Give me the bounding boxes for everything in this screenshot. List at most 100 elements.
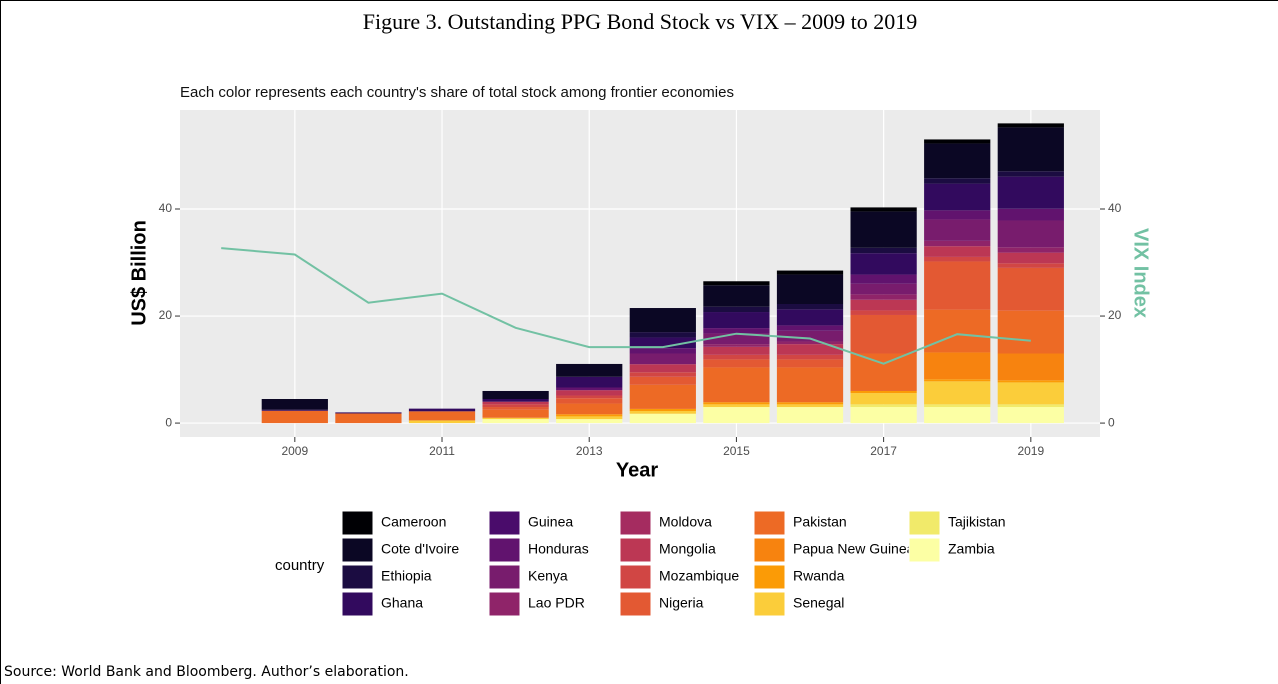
x-axis-label: Year (616, 459, 658, 481)
bar-segment (924, 183, 991, 211)
source-note: Source: World Bank and Bloomberg. Author… (4, 664, 409, 680)
y-tick-label: 0 (165, 415, 172, 429)
bar-segment (482, 390, 549, 400)
legend-label: Rwanda (793, 568, 845, 584)
x-tick-label: 2017 (870, 444, 897, 458)
legend-label: Kenya (528, 568, 568, 584)
legend-label: Lao PDR (528, 595, 585, 611)
bar-segment (703, 404, 770, 408)
bar-segment (703, 281, 770, 286)
y2-tick-label: 40 (1108, 201, 1122, 215)
bar-segment (850, 274, 917, 284)
legend-label: Tajikistan (948, 514, 1006, 530)
legend-label: Senegal (793, 595, 844, 611)
bar-segment (776, 341, 844, 345)
y2-axis-label: VIX Index (1130, 228, 1152, 318)
legend-label: Ghana (381, 595, 423, 611)
legend-key (753, 564, 786, 590)
bar-segment (482, 417, 549, 420)
legend-label: Mongolia (659, 541, 716, 557)
bar-segment (924, 404, 991, 408)
bar-segment (556, 376, 623, 388)
bar-segment (850, 390, 917, 394)
legend-key (488, 510, 521, 536)
bar-segment (556, 403, 623, 415)
legend-key (619, 510, 652, 536)
bar-segment (335, 413, 402, 424)
bar-segment (482, 399, 549, 402)
bar-segment (703, 285, 770, 307)
bar-segment (629, 411, 696, 414)
bar-segment (997, 407, 1064, 424)
bar-segment (776, 304, 844, 310)
legend-label: Nigeria (659, 595, 704, 611)
bar-segment (997, 263, 1064, 268)
bar-segment (482, 407, 549, 410)
bar-segment (776, 344, 844, 355)
bar-segment (629, 332, 696, 338)
bar-segment (703, 344, 770, 347)
bar-segment (556, 398, 623, 404)
bar-segment (850, 207, 917, 212)
legend-key (341, 564, 374, 590)
bar-segment (776, 309, 844, 326)
bar-segment (629, 348, 696, 354)
bar-segment (629, 384, 696, 409)
y-tick-label: 40 (159, 201, 173, 215)
bar-segment (556, 414, 623, 417)
legend-label: Honduras (528, 541, 589, 557)
x-tick-label: 2009 (281, 444, 308, 458)
bar-segment (776, 325, 844, 331)
chart-title: Figure 3. Outstanding PPG Bond Stock vs … (363, 9, 918, 34)
legend-key (908, 537, 941, 563)
bar-segment (703, 346, 770, 355)
bar-segment (850, 407, 917, 424)
bar-segment (556, 363, 623, 377)
bar-segment (924, 256, 991, 262)
legend-key (753, 537, 786, 563)
bar-segment (629, 372, 696, 377)
legend-key (619, 537, 652, 563)
bar-segment (850, 299, 917, 311)
bar-segment (629, 308, 696, 333)
bar-segment (408, 408, 476, 412)
bar-segment (997, 123, 1064, 128)
bar-segment (850, 404, 917, 408)
y-tick-label: 20 (159, 308, 173, 322)
bar-segment (850, 294, 917, 300)
bar-segment (556, 395, 623, 399)
legend-label: Moldova (659, 514, 712, 530)
bar-segment (924, 352, 991, 380)
bar-segment (629, 408, 696, 412)
bar-segment (997, 252, 1064, 264)
bar-segment (997, 171, 1064, 177)
bar-segment (482, 401, 549, 405)
vix-line (221, 247, 1031, 365)
bar-segment (850, 283, 917, 295)
bar-segment (850, 353, 917, 391)
legend-key (753, 591, 786, 617)
legend-key (619, 564, 652, 590)
bar-segment (997, 176, 1064, 209)
legend-key (488, 564, 521, 590)
bar-segment (261, 410, 328, 424)
bar-segment (703, 407, 770, 424)
bar-segment (408, 411, 476, 421)
bar-segment (997, 382, 1064, 405)
bar-segment (997, 310, 1064, 354)
bar-segment (924, 143, 991, 179)
bar-segment (703, 359, 770, 368)
legend-label: Mozambique (659, 568, 739, 584)
bar-segment (997, 353, 1064, 381)
legend-key (488, 591, 521, 617)
legend-key (488, 537, 521, 563)
legend-title: country (275, 557, 325, 574)
bar-segment (629, 353, 696, 365)
bar-segment (997, 267, 1064, 311)
y-axis-label: US$ Billion (128, 220, 150, 326)
bar-segment (556, 387, 623, 391)
bar-segment (924, 178, 991, 184)
bar-segment (703, 328, 770, 334)
bar-segment (261, 409, 328, 411)
bar-segment (850, 253, 917, 275)
